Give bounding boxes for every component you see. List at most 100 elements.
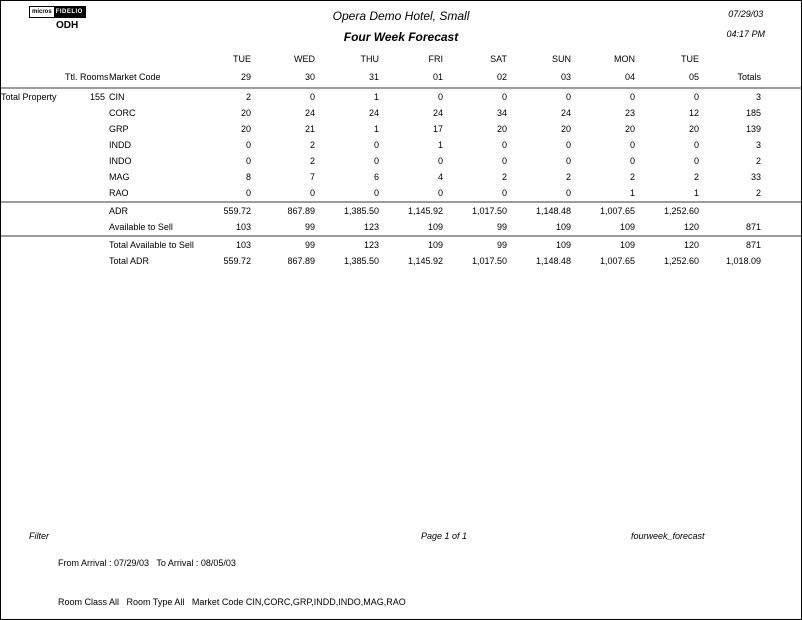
day-value-cell: 0 [310,92,316,102]
ttl-rooms-value [65,153,109,169]
report-title: Opera Demo Hotel, Small [332,9,470,23]
filter-line: Room Class All Room Type All Market Code… [58,597,406,607]
market-code-cell: RAO [109,188,129,198]
ttl-rooms-value [65,121,109,137]
day-value-cell: 1 [374,124,380,134]
market-code-cell: Total ADR [109,256,150,266]
row-group-label: Total Property [1,92,57,102]
row-group-label [1,201,65,219]
day-value-cell: 0 [246,140,252,150]
row-spacer [765,219,801,236]
row-spacer [765,88,801,105]
ttl-rooms-value [65,169,109,185]
row-spacer [765,201,801,219]
ttl-rooms-value [65,235,109,253]
row-total-cell: 33 [751,172,762,182]
day-value-cell: 120 [683,222,700,232]
table-row: GRP 20 21 1 17 20 20 20 20 139 [1,121,801,137]
day-value-cell: 12 [689,108,700,118]
day-name-cell: MON [614,54,636,64]
row-total-cell: 139 [745,124,762,134]
day-name-cell: WED [294,54,316,64]
day-value-cell: 0 [694,92,700,102]
row-group-label [1,185,65,202]
row-spacer [765,253,801,269]
day-value-cell: 0 [630,156,636,166]
forecast-table: TUE WED THU FRI SAT SUN MON TUE Ttl. Roo… [1,51,801,269]
day-name-cell: SAT [490,54,508,64]
day-value-cell: 4 [438,172,444,182]
ttl-rooms-value [65,201,109,219]
day-value-cell: 1,017.50 [447,201,512,219]
day-number-cell: 03 [511,67,576,89]
day-value-cell: 0 [630,92,636,102]
ttl-rooms-value [65,185,109,202]
table-row: RAO 0 0 0 0 0 0 1 1 2 [1,185,801,202]
day-value-cell: 23 [625,108,636,118]
row-group-label [1,121,65,137]
row-spacer [765,105,801,121]
row-total-cell [703,201,766,219]
day-name-cell: TUE [233,54,252,64]
day-value-cell: 1 [438,140,444,150]
day-value-cell: 99 [447,235,512,253]
day-number-cell: 31 [319,67,384,89]
day-value-cell: 0 [694,140,700,150]
row-total-cell: 2 [756,188,762,198]
day-value-cell: 109 [575,235,640,253]
day-value-cell: 1,007.65 [575,201,640,219]
day-value-cell: 1,145.92 [383,201,448,219]
day-value-cell: 2 [630,172,636,182]
filter-lines: From Arrival : 07/29/03 To Arrival : 08/… [58,531,647,619]
logo-micros-text: micros [30,7,54,17]
report-datetime: 07/29/03 04:17 PM [726,9,765,39]
table-row: CORC 20 24 24 24 34 24 23 12 185 [1,105,801,121]
header-spacer [1,67,65,89]
row-spacer [765,169,801,185]
day-value-cell: 0 [566,140,572,150]
day-value-cell: 99 [305,222,316,232]
day-value-cell: 2 [310,140,316,150]
day-value-cell: 123 [363,222,380,232]
day-value-cell: 0 [438,188,444,198]
header-spacer [765,67,801,89]
day-value-cell: 1,007.65 [599,256,636,266]
row-total-cell: 3 [756,92,762,102]
day-value-cell: 109 [383,235,448,253]
row-spacer [765,153,801,169]
row-total-cell: 1,018.09 [725,256,762,266]
market-code-cell: INDD [109,140,131,150]
day-value-cell: 103 [235,222,252,232]
day-name-cell: SUN [552,54,572,64]
market-code-cell: Total Available to Sell [109,235,194,253]
ttl-rooms-header: Ttl. Rooms [65,67,109,89]
day-number-cell: 29 [191,67,256,89]
page-indicator: Page 1 of 1 [421,531,468,541]
micros-fidelio-logo: micros FIDELIO [29,6,86,18]
day-value-cell: 120 [639,235,704,253]
day-value-cell: 0 [630,140,636,150]
day-value-cell: 109 [555,222,572,232]
day-value-cell: 0 [502,140,508,150]
day-value-cell: 2 [502,172,508,182]
day-value-cell: 7 [310,172,316,182]
day-value-cell: 0 [566,92,572,102]
day-number-cell: 01 [383,67,448,89]
day-value-cell: 0 [502,156,508,166]
day-value-cell: 0 [502,92,508,102]
day-value-cell: 1 [374,92,380,102]
table-row: Available to Sell 103 99 123 109 99 109 109 120 8… [1,219,801,236]
day-names-row: TUE WED THU FRI SAT SUN MON TUE [1,51,801,67]
day-value-cell: 1,145.92 [407,256,444,266]
day-value-cell: 0 [374,140,380,150]
row-total-cell: 185 [745,108,762,118]
table-row: ADR 559.72 867.89 1,385.50 1,145.92 1,017.50 1… [1,201,801,219]
row-total-cell: 3 [756,140,762,150]
day-value-cell: 2 [246,92,252,102]
market-code-cell: ADR [109,201,192,219]
day-value-cell: 24 [433,108,444,118]
market-code-cell: CIN [109,92,125,102]
ttl-rooms-value [65,105,109,121]
day-value-cell: 20 [497,124,508,134]
day-value-cell: 17 [433,124,444,134]
